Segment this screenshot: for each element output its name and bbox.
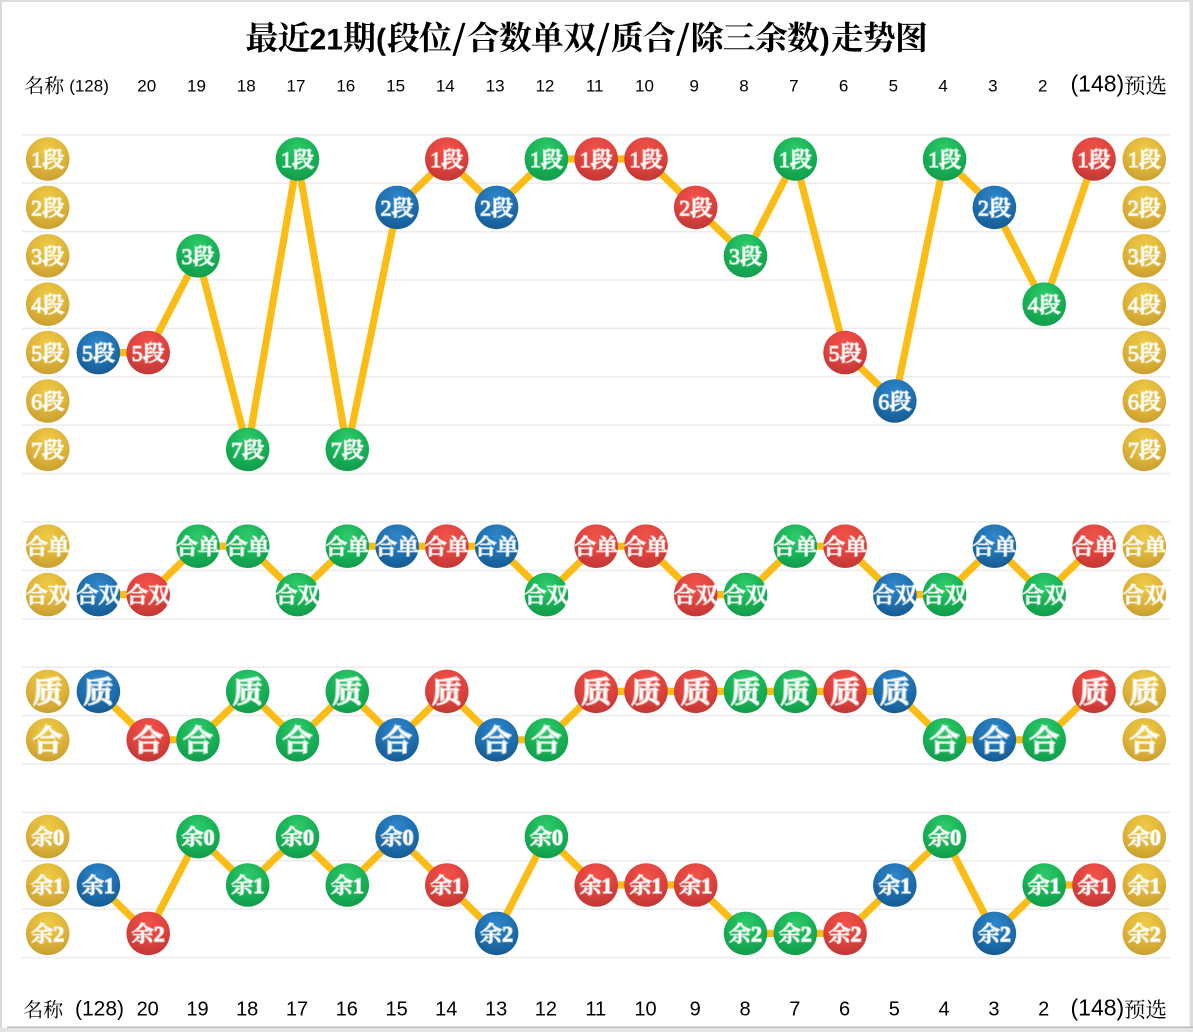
svg-text:9: 9 [690,998,701,1020]
svg-text:13: 13 [486,76,505,95]
svg-text:3: 3 [988,76,997,95]
svg-text:10: 10 [634,998,656,1020]
svg-text:2: 2 [1038,998,1049,1020]
svg-text:11: 11 [586,76,604,95]
svg-text:18: 18 [237,76,256,95]
svg-text:8: 8 [739,76,748,95]
svg-text:18: 18 [236,998,258,1020]
svg-text:17: 17 [286,998,308,1020]
svg-text:4: 4 [938,76,947,95]
svg-text:5: 5 [889,998,900,1020]
svg-text:7: 7 [789,998,800,1020]
svg-text:6: 6 [839,998,850,1020]
svg-text:(128): (128) [75,997,124,1020]
svg-text:7: 7 [789,76,798,95]
svg-text:(148): (148) [1071,994,1125,1020]
svg-text:11: 11 [585,998,606,1020]
svg-text:12: 12 [535,998,557,1020]
svg-text:(148): (148) [1071,70,1125,96]
svg-text:13: 13 [485,998,507,1020]
svg-text:20: 20 [137,76,156,95]
svg-text:9: 9 [689,76,698,95]
svg-text:3: 3 [988,998,999,1020]
svg-text:10: 10 [635,76,654,95]
svg-text:20: 20 [137,998,159,1020]
svg-text:19: 19 [187,76,206,95]
svg-text:15: 15 [386,76,405,95]
svg-text:17: 17 [287,76,306,95]
svg-text:(128): (128) [69,76,109,95]
svg-text:14: 14 [436,76,455,95]
svg-text:16: 16 [336,76,355,95]
svg-text:4: 4 [939,998,950,1020]
svg-text:12: 12 [535,76,554,95]
svg-text:8: 8 [739,998,750,1020]
svg-text:6: 6 [839,76,848,95]
svg-text:19: 19 [186,998,208,1020]
svg-text:5: 5 [889,76,898,95]
svg-text:15: 15 [385,998,407,1020]
svg-text:2: 2 [1038,76,1047,95]
svg-text:16: 16 [336,998,358,1020]
svg-text:14: 14 [435,998,457,1020]
